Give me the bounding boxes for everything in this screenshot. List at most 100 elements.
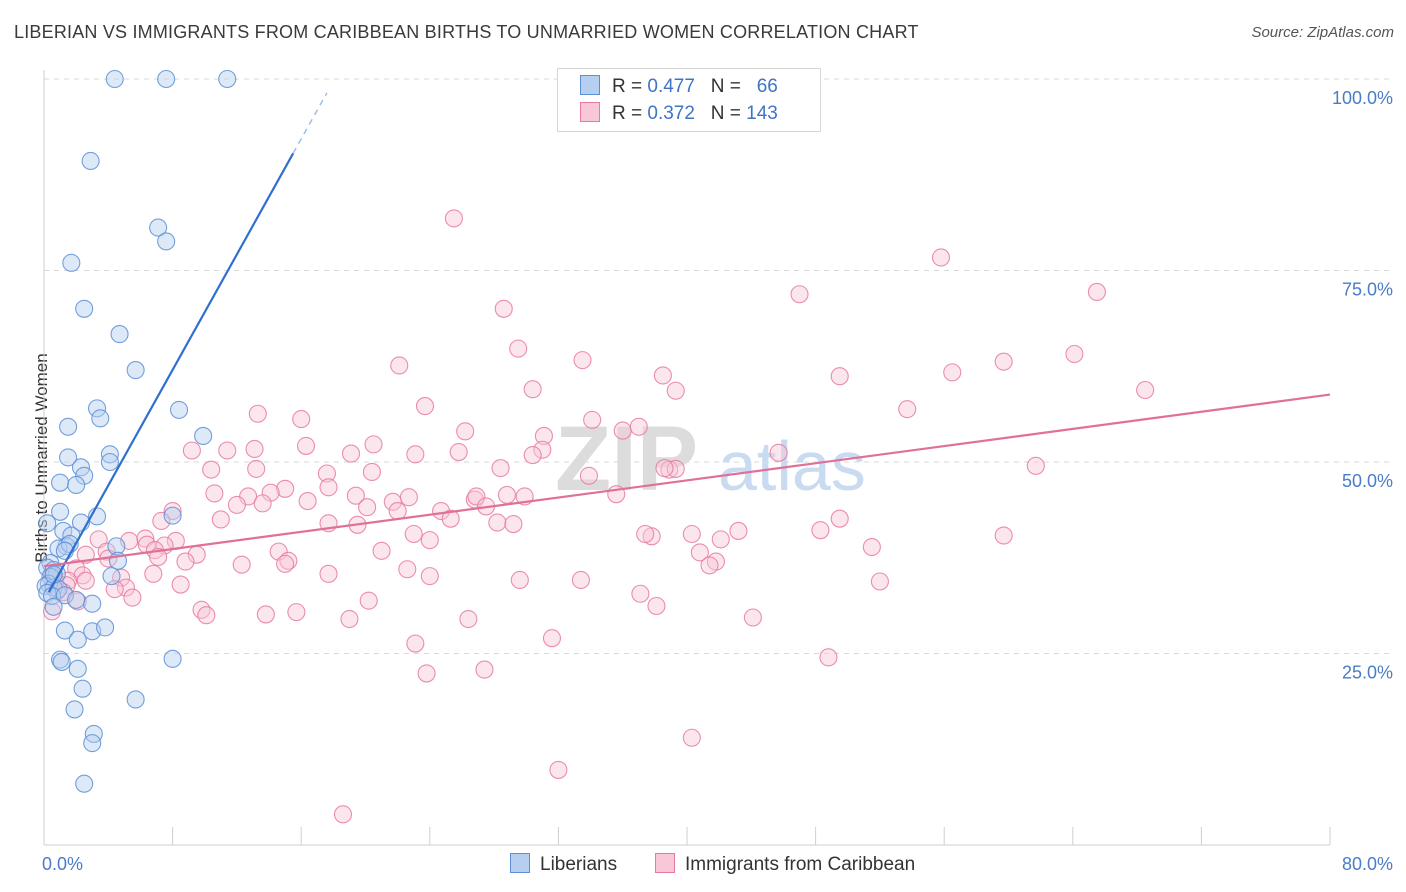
caribbean-point	[245, 439, 264, 459]
legend-r-label: R =	[612, 103, 643, 124]
caribbean-point	[390, 356, 409, 375]
liberian-point	[68, 630, 87, 649]
caribbean-point	[494, 299, 513, 318]
caribbean-point	[790, 285, 809, 304]
caribbean-point	[116, 578, 136, 597]
caribbean-point	[319, 478, 338, 497]
y-tick-label: 100.0%	[1332, 88, 1393, 108]
caribbean-point	[1136, 380, 1155, 400]
caribbean-point	[76, 571, 95, 590]
caribbean-point	[227, 495, 246, 514]
liberian-point	[126, 690, 145, 709]
caribbean-point	[248, 404, 267, 423]
liberian-point	[59, 417, 78, 436]
grid-lines	[44, 78, 1390, 654]
liberian-point	[91, 409, 110, 428]
caribbean-point	[383, 492, 402, 511]
caribbean-point	[341, 444, 361, 463]
series-legend: Liberians Immigrants from Caribbean	[0, 853, 1406, 877]
caribbean-point	[340, 609, 359, 629]
caribbean-point	[317, 464, 336, 483]
caribbean-point	[1087, 282, 1106, 301]
caribbean-point	[509, 339, 528, 358]
caribbean-point	[287, 603, 306, 622]
caribbean-point	[898, 400, 917, 419]
caribbean-point	[420, 531, 439, 550]
liberian-point	[110, 325, 129, 344]
liberian-point	[169, 400, 189, 419]
caribbean-point	[399, 488, 418, 507]
caribbean-point	[769, 443, 788, 462]
caribbean-point	[629, 417, 648, 436]
liberian-point	[83, 594, 102, 613]
caribbean-point	[292, 410, 311, 429]
liberian-point	[163, 506, 182, 525]
liberian-point	[96, 618, 115, 637]
liberians-swatch	[580, 75, 600, 95]
caribbean-point	[441, 509, 460, 528]
caribbean-point	[549, 760, 568, 779]
caribbean-point	[364, 435, 383, 454]
caribbean-point	[211, 510, 230, 529]
caribbean-point	[870, 572, 889, 591]
watermark-zip: ZIP	[555, 408, 698, 510]
caribbean-point	[346, 486, 365, 505]
caribbean-point	[253, 494, 272, 513]
x-tick-label: 0.0%	[42, 854, 83, 874]
liberian-point	[194, 426, 213, 446]
caribbean-point	[583, 410, 602, 429]
liberian-point	[218, 69, 237, 89]
liberian-point	[75, 299, 94, 318]
liberian-point	[59, 448, 78, 467]
caribbean-point	[247, 459, 266, 478]
liberian-point	[38, 514, 57, 533]
caribbean-point	[1065, 344, 1084, 364]
caribbean-point	[218, 441, 237, 460]
caribbean-point	[359, 591, 378, 610]
caribbean-point	[504, 514, 523, 534]
liberian-point	[44, 597, 63, 616]
caribbean-point	[197, 606, 216, 625]
liberian-point	[84, 724, 103, 743]
correlation-legend: R = 0.477 N = 66 R = 0.372 N = 143	[557, 68, 821, 132]
liberian-point	[55, 621, 74, 640]
caribbean-point	[943, 363, 962, 382]
caribbean-point	[319, 564, 338, 583]
caribbean-point	[475, 660, 494, 679]
caribbean-point	[144, 564, 163, 583]
caribbean-point	[398, 560, 417, 579]
liberian-point	[157, 69, 176, 89]
caribbean-point	[700, 556, 719, 575]
liberian-point	[102, 567, 121, 586]
caribbean-point	[420, 567, 439, 586]
caribbean-point	[152, 511, 171, 531]
y-tick-label: 50.0%	[1342, 471, 1393, 491]
tick-labels: 25.0% 50.0% 75.0% 100.0% 0.0% 80.0%	[42, 88, 1393, 874]
caribbean-point	[296, 436, 316, 455]
caribbean-point	[171, 575, 190, 594]
chart-title: LIBERIAN VS IMMIGRANTS FROM CARIBBEAN BI…	[14, 22, 919, 42]
liberian-point	[67, 590, 86, 609]
caribbean-point	[182, 441, 201, 460]
caribbean-points	[42, 209, 1155, 824]
caribbean-swatch	[580, 102, 600, 122]
caribbean-point	[994, 352, 1013, 371]
liberian-point	[55, 586, 74, 605]
liberian-point	[67, 475, 86, 495]
liberian-point	[163, 649, 182, 668]
caribbean-point	[862, 537, 881, 557]
caribbean-point	[362, 462, 381, 482]
axes	[43, 70, 1331, 846]
caribbean-point	[406, 634, 425, 653]
caribbean-point	[491, 459, 510, 478]
caribbean-point	[631, 584, 650, 603]
caribbean-point	[523, 446, 542, 465]
caribbean-swatch	[655, 853, 675, 873]
caribbean-point	[510, 570, 529, 590]
caribbean-point	[192, 600, 211, 619]
liberian-point	[65, 700, 84, 719]
caribbean-point	[690, 543, 709, 562]
caribbean-point	[523, 380, 542, 399]
liberian-point	[73, 679, 92, 698]
